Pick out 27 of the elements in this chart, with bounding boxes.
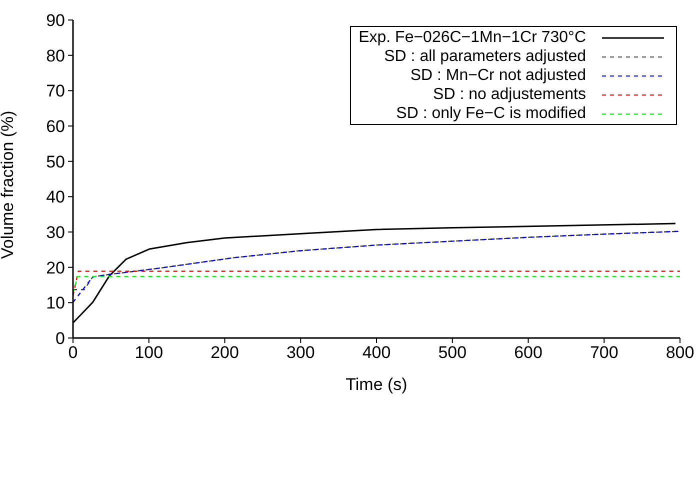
x-tick-label: 800 (666, 343, 694, 362)
x-tick-label: 700 (590, 343, 618, 362)
legend-label: SD : only Fe−C is modified (396, 104, 586, 123)
x-tick-label: 200 (210, 343, 239, 362)
y-tick-label: 30 (46, 223, 65, 242)
x-tick-label: 0 (68, 343, 78, 362)
x-axis-title: Time (s) (346, 375, 408, 394)
y-tick-label: 60 (46, 117, 65, 136)
legend-label: SD : no adjustements (433, 85, 586, 104)
y-tick-label: 50 (46, 152, 65, 172)
legend-label: SD : Mn−Cr not adjusted (410, 66, 586, 85)
y-axis-title: Volume fraction (%) (0, 110, 18, 259)
y-tick-label: 20 (46, 258, 65, 278)
x-tick-label: 300 (286, 343, 315, 362)
y-tick-label: 0 (56, 329, 65, 348)
y-tick-label: 40 (46, 188, 65, 207)
y-tick-label: 10 (46, 294, 65, 313)
x-tick-label: 600 (514, 343, 542, 362)
x-tick-label: 500 (438, 343, 467, 362)
x-tick-label: 400 (362, 343, 391, 362)
line-series (73, 230, 680, 303)
y-tick-label: 90 (46, 11, 65, 30)
legend-label: Exp. Fe−026C−1Mn−1Cr 730°C (358, 28, 586, 47)
y-tick-label: 80 (46, 46, 65, 66)
x-tick-label: 100 (134, 343, 164, 362)
legend-label: SD : all parameters adjusted (384, 47, 586, 66)
y-tick-label: 70 (46, 82, 65, 101)
